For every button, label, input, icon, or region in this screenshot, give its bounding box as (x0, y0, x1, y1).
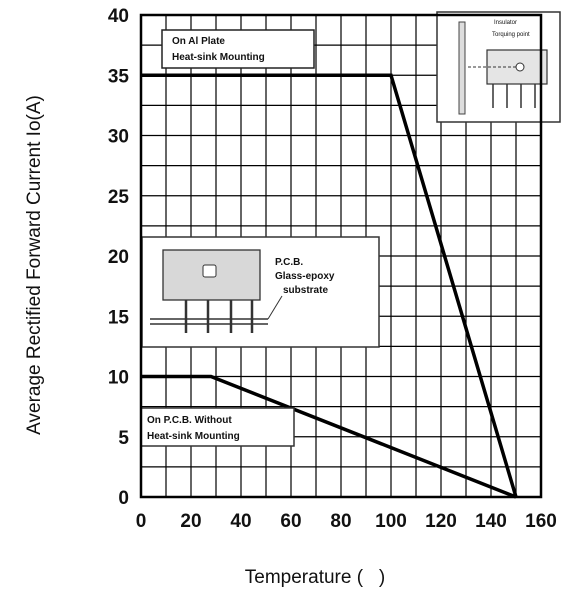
x-tick-label: 40 (230, 511, 251, 532)
annotation-pcb-no-sink-line-1: On P.C.B. Without (147, 415, 232, 426)
annotation-pcb-no-sink-line-2: Heat-sink Mounting (147, 431, 240, 442)
annotation-pcb-line-2: Glass-epoxy (275, 271, 335, 282)
y-axis-title: Average Rectified Forward Current Io(A) (24, 95, 45, 435)
heatsink-plate-icon (458, 21, 466, 115)
inset-insulator-label: Insulator (494, 20, 517, 26)
series-line-1 (141, 73, 518, 498)
x-tick-label: 160 (525, 511, 557, 532)
y-tick-label: 15 (108, 307, 130, 328)
inset-torquing-label: Torquing point (492, 32, 530, 38)
x-tick-label: 140 (475, 511, 507, 532)
y-tick-label: 35 (108, 66, 130, 87)
y-tick-label: 20 (108, 247, 129, 268)
x-axis-title: Temperature ( ) (245, 567, 385, 588)
y-tick-label: 0 (118, 488, 129, 509)
x-tick-label: 60 (280, 511, 301, 532)
y-tick-label: 30 (108, 127, 129, 148)
y-tick-label: 25 (108, 187, 130, 208)
annotation-pcb-line-3: substrate (283, 285, 328, 296)
x-tick-label: 100 (375, 511, 407, 532)
x-tick-label: 120 (425, 511, 457, 532)
x-tick-label: 80 (330, 511, 351, 532)
plot-frame (139, 13, 543, 499)
annotation-pcb-line-1: P.C.B. (275, 257, 303, 268)
annotation-al-plate-line-1: On Al Plate (172, 36, 225, 47)
x-tick-label: 20 (180, 511, 201, 532)
mounting-inset: Insulator Torquing point (436, 11, 561, 123)
annotation-pcb: P.C.B. Glass-epoxy substrate (141, 236, 380, 348)
y-tick-label: 40 (108, 6, 129, 27)
annotation-pcb-no-sink: On P.C.B. Without Heat-sink Mounting (140, 407, 295, 447)
annotation-al-plate-line-2: Heat-sink Mounting (172, 52, 265, 63)
series-line-2 (141, 374, 517, 499)
tick-labels: 0 20 40 60 80 100 120 140 160 0 5 10 15 20 25 30 35 40 (108, 6, 557, 532)
y-tick-label: 5 (118, 428, 129, 449)
annotation-al-plate: On Al Plate Heat-sink Mounting (161, 29, 315, 69)
x-tick-label: 0 (136, 511, 147, 532)
series-layer (141, 73, 518, 499)
y-tick-label: 10 (108, 368, 129, 389)
